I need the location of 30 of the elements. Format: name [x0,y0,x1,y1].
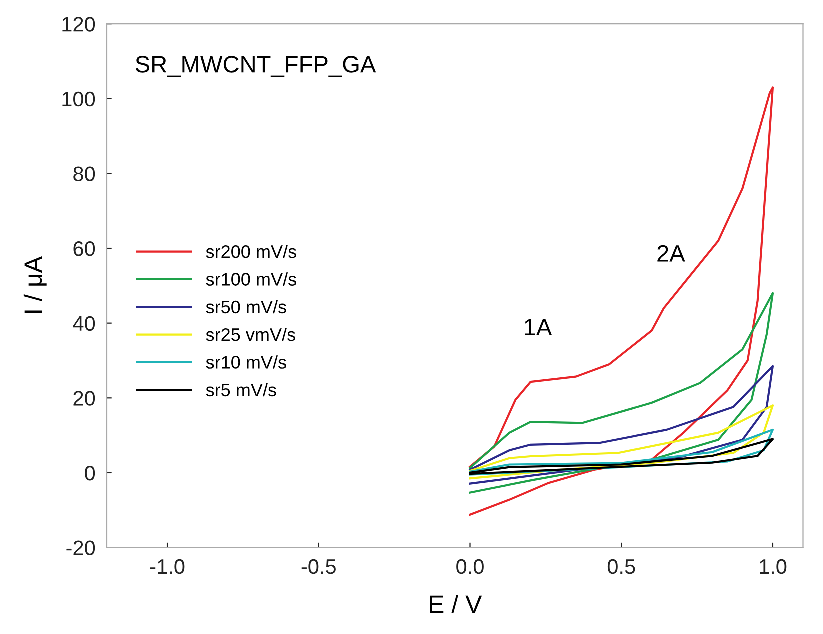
line-series [469,438,774,476]
text: SR_MWCNT_FFP_GA [136,56,376,78]
legend-label: sr200 mV/s [206,245,296,258]
legend-label: sr25 vmV/s [206,328,296,342]
x-tick-label: -0.5 [302,559,336,574]
line-series [469,428,774,476]
line-series [469,365,774,485]
x-axis-title: E / V [430,594,482,614]
legend-label: sr10 mV/s [206,356,286,369]
y-tick-label: 120 [62,17,96,32]
y-tick-label: 0 [85,466,96,481]
y-tick-label: -20 [66,540,96,556]
legend-label: sr100 mV/s [206,272,296,286]
x-tick-label: 0.0 [456,559,484,574]
x-tick-label: 1.0 [760,559,787,574]
annotation: 2A [658,245,686,262]
y-tick-label: 40 [73,316,96,332]
y-tick-label: 60 [74,242,96,256]
y-axis-title: I / μA [24,256,47,314]
line-series [469,86,774,516]
line-series [469,292,774,494]
x-tick-label: -1.0 [150,559,185,574]
x-tick-label: 0.5 [608,559,636,574]
legend-label: sr50 mV/s [206,300,286,314]
annotation: 1A [525,319,552,336]
y-tick-label: 80 [74,166,96,182]
line-series [469,404,774,480]
y-tick-label: 20 [74,391,96,406]
y-tick-label: 100 [62,92,96,107]
legend-label: sr5 mV/s [206,383,276,397]
